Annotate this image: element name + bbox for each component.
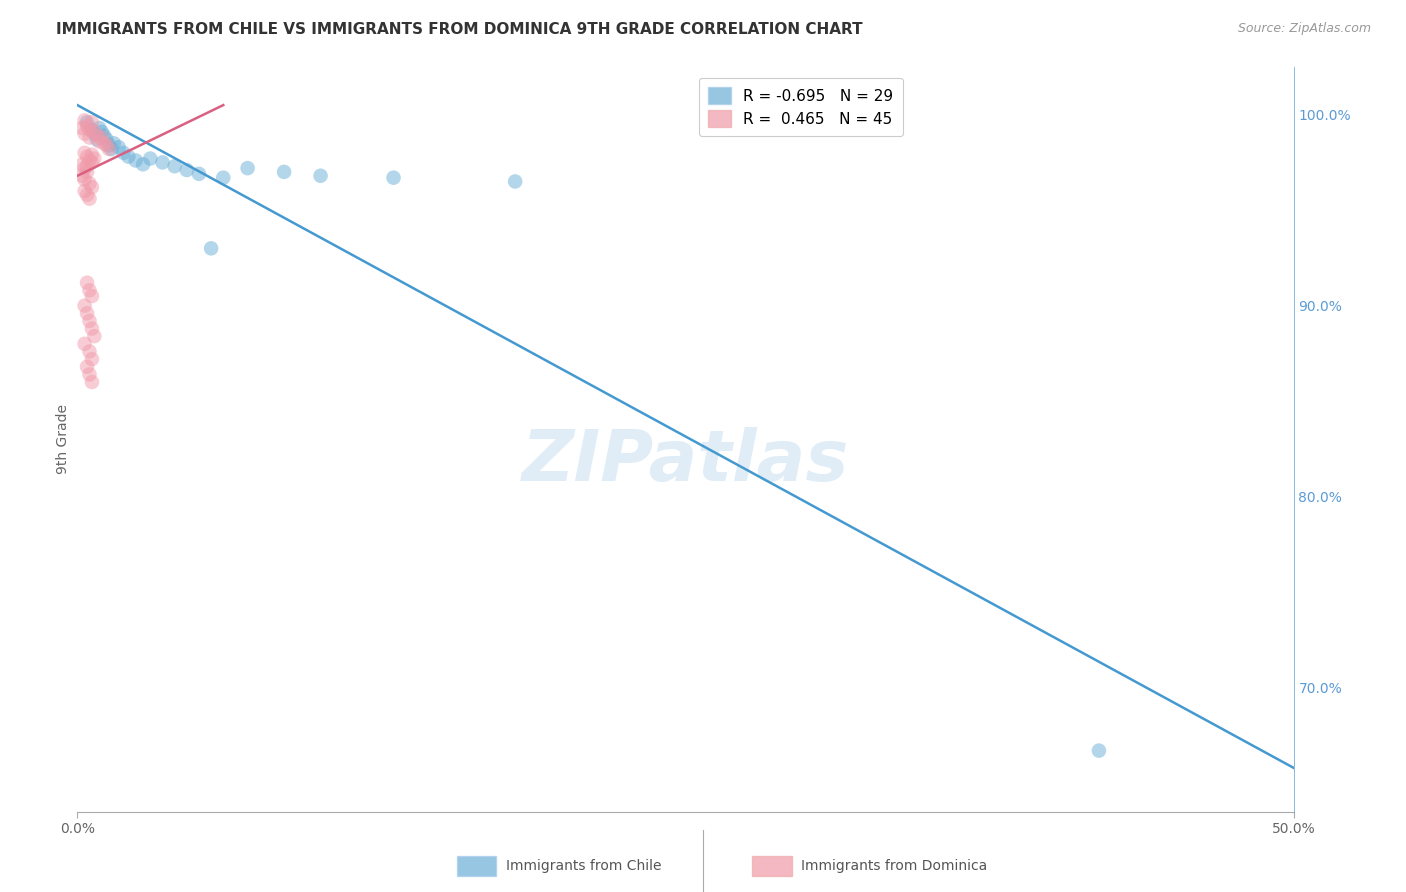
Point: [309, 169, 332, 183]
Point: [83, 127, 105, 141]
Point: [73, 299, 96, 313]
Point: [79, 314, 101, 328]
Point: [79, 284, 101, 298]
Point: [70, 121, 93, 136]
Point: [76, 165, 98, 179]
Point: [73, 184, 96, 198]
Point: [73, 127, 96, 141]
Text: Immigrants from Chile: Immigrants from Chile: [506, 859, 662, 873]
Point: [80, 147, 103, 161]
Point: [80, 352, 103, 367]
Point: [176, 163, 198, 178]
Point: [76, 276, 98, 290]
Point: [96, 138, 118, 153]
Point: [152, 155, 174, 169]
Point: [73, 172, 96, 186]
Point: [80, 321, 103, 335]
Point: [80, 375, 103, 389]
Point: [188, 167, 211, 181]
Point: [76, 359, 98, 374]
Point: [86, 132, 108, 146]
Point: [76, 187, 98, 202]
Point: [79, 177, 101, 191]
Point: [76, 159, 98, 173]
Point: [70, 169, 93, 183]
Point: [80, 180, 103, 194]
Point: [117, 150, 139, 164]
Text: IMMIGRANTS FROM CHILE VS IMMIGRANTS FROM DOMINICA 9TH GRADE CORRELATION CHART: IMMIGRANTS FROM CHILE VS IMMIGRANTS FROM…: [56, 22, 863, 37]
Point: [80, 123, 103, 137]
Point: [503, 174, 526, 188]
Y-axis label: 9th Grade: 9th Grade: [56, 404, 70, 475]
Point: [93, 136, 115, 151]
Point: [89, 121, 111, 136]
Point: [83, 125, 105, 139]
Point: [163, 159, 186, 173]
Point: [80, 289, 103, 303]
Point: [382, 170, 405, 185]
Point: [97, 138, 120, 153]
Text: Immigrants from Dominica: Immigrants from Dominica: [801, 859, 987, 873]
Point: [200, 241, 222, 255]
Point: [93, 128, 115, 143]
Point: [89, 135, 111, 149]
Point: [79, 192, 101, 206]
Point: [212, 170, 235, 185]
Point: [103, 136, 125, 151]
Point: [86, 128, 108, 143]
Point: [80, 115, 103, 129]
Point: [79, 368, 101, 382]
Legend: R = -0.695   N = 29, R =  0.465   N = 45: R = -0.695 N = 29, R = 0.465 N = 45: [699, 78, 903, 136]
Point: [73, 145, 96, 160]
Point: [79, 123, 101, 137]
Point: [139, 152, 162, 166]
Point: [70, 157, 93, 171]
Point: [73, 336, 96, 351]
Point: [1088, 743, 1111, 757]
Point: [76, 150, 98, 164]
Point: [79, 153, 101, 168]
Point: [112, 145, 135, 160]
Point: [79, 130, 101, 145]
Point: [90, 125, 112, 139]
Point: [83, 152, 105, 166]
Point: [100, 142, 122, 156]
Text: ZIPatlas: ZIPatlas: [522, 427, 849, 496]
Point: [73, 113, 96, 128]
Point: [76, 306, 98, 320]
Point: [80, 155, 103, 169]
Text: Source: ZipAtlas.com: Source: ZipAtlas.com: [1237, 22, 1371, 36]
Point: [97, 142, 120, 156]
Point: [125, 153, 148, 168]
Point: [132, 157, 155, 171]
Point: [79, 344, 101, 359]
Point: [273, 165, 295, 179]
Point: [236, 161, 259, 175]
Point: [76, 119, 98, 133]
Point: [76, 115, 98, 129]
Point: [73, 161, 96, 175]
Point: [83, 329, 105, 343]
Point: [96, 132, 118, 146]
Point: [107, 140, 129, 154]
Point: [90, 130, 112, 145]
